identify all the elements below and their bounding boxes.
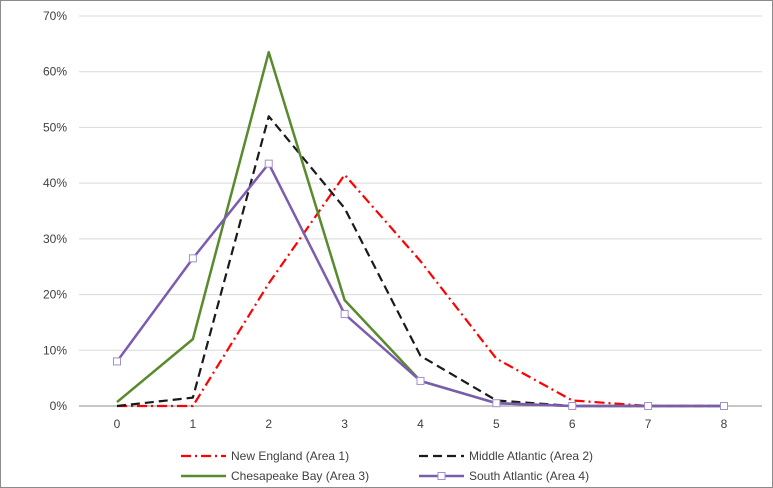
x-tick-label: 7 <box>645 417 652 431</box>
y-tick-label: 10% <box>43 343 67 357</box>
data-point <box>264 159 273 168</box>
data-point <box>416 376 425 385</box>
legend-label: South Atlantic (Area 4) <box>469 469 589 483</box>
y-tick-label: 30% <box>43 232 67 246</box>
legend-marker <box>437 472 446 480</box>
x-tick-label: 1 <box>190 417 197 431</box>
y-tick-label: 20% <box>43 288 67 302</box>
y-tick-label: 60% <box>43 65 67 79</box>
series-line <box>117 173 724 408</box>
data-point <box>644 402 653 410</box>
axis-layer: 0% 10% 20% 30% 40% 50% 60% 70% 0 1 2 3 4 5 6 7 8 <box>43 9 728 431</box>
x-tick-label: 3 <box>341 417 348 431</box>
x-tick-label: 4 <box>417 417 424 431</box>
x-tick-label: 2 <box>265 417 272 431</box>
data-point <box>188 254 197 263</box>
y-tick-label: 50% <box>43 120 67 134</box>
data-point <box>113 357 121 366</box>
y-tick-label: 70% <box>43 9 67 23</box>
legend-label: Middle Atlantic (Area 2) <box>469 449 593 463</box>
x-tick-label: 8 <box>721 417 728 431</box>
grid-layer <box>79 15 762 407</box>
y-tick-label: 40% <box>43 176 67 190</box>
x-tick-label: 6 <box>569 417 576 431</box>
x-tick-label: 5 <box>493 417 500 431</box>
y-tick-label: 0% <box>50 399 68 413</box>
legend-label: Chesapeake Bay (Area 3) <box>231 469 369 483</box>
data-point <box>568 402 577 410</box>
data-point <box>492 399 501 408</box>
legend: New England (Area 1) Middle Atlantic (Are… <box>181 449 593 483</box>
data-point <box>340 310 349 319</box>
x-tick-label: 0 <box>114 417 121 431</box>
data-point <box>720 402 728 410</box>
series-line <box>116 115 724 408</box>
legend-label: New England (Area 1) <box>231 449 349 463</box>
series-layer <box>113 50 728 410</box>
series-line <box>116 50 724 408</box>
